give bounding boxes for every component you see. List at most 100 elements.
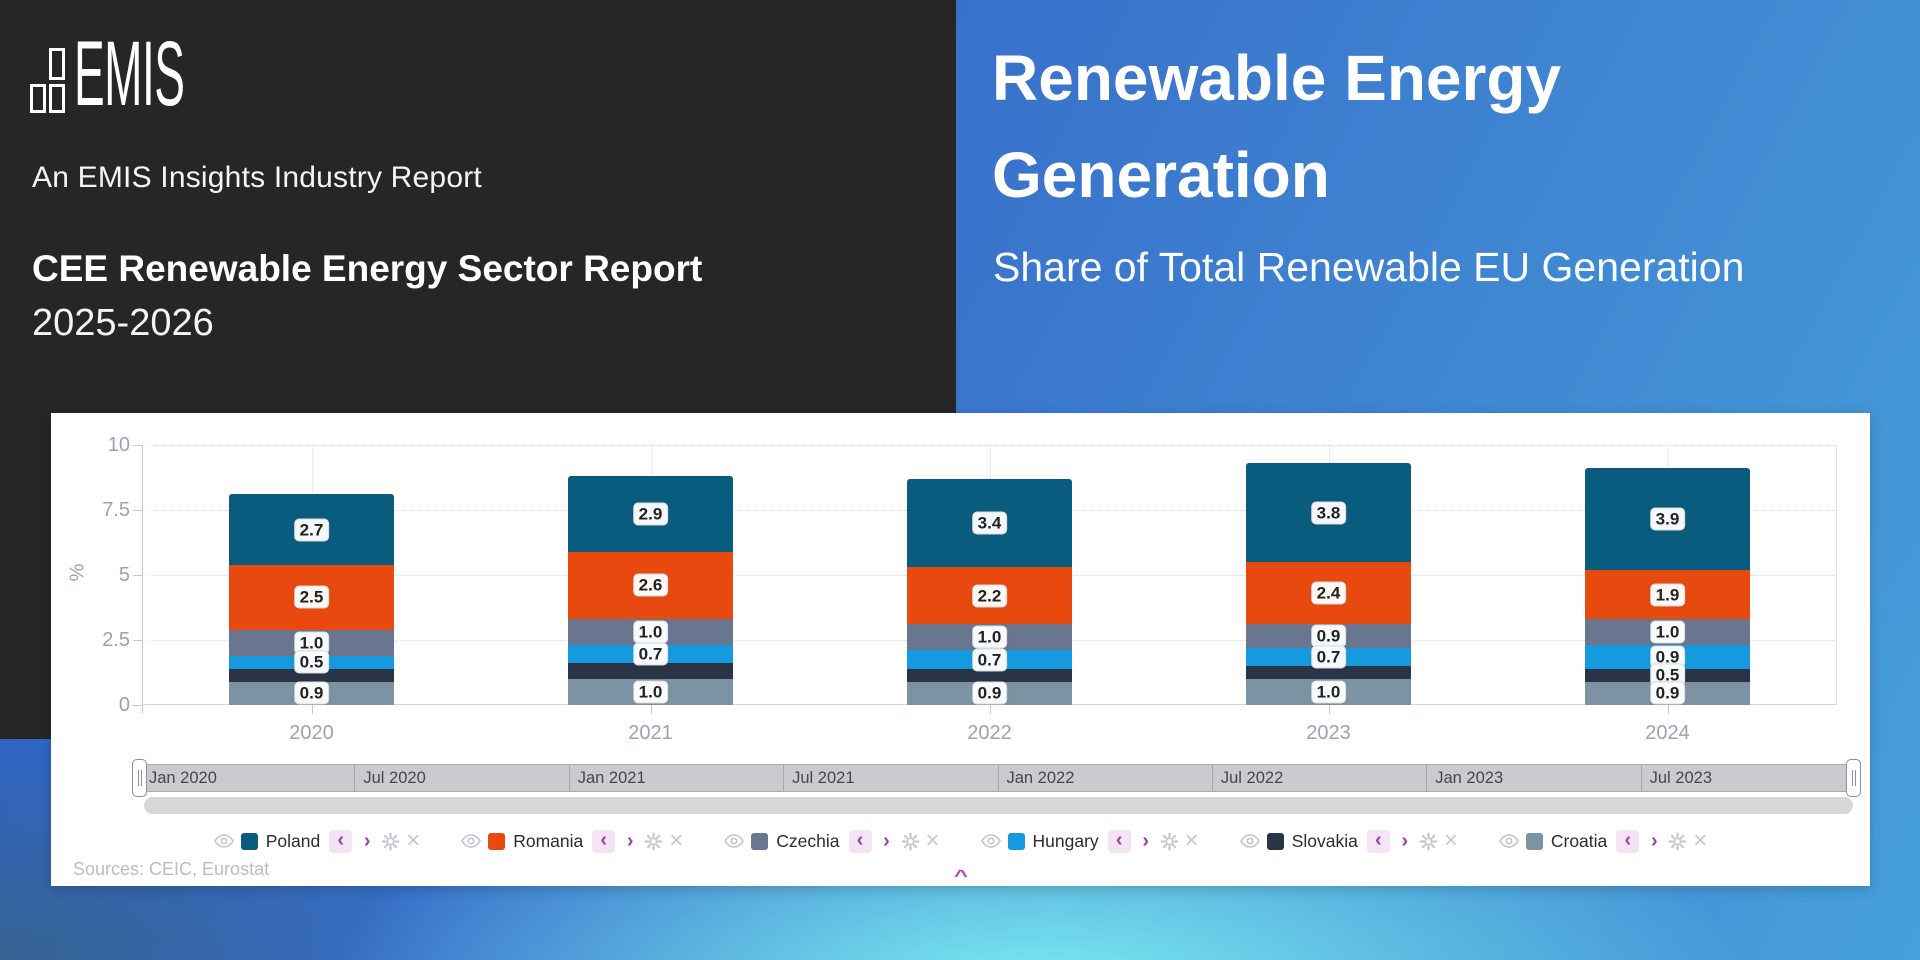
bar-segment-poland-2022[interactable]: 3.4 <box>907 478 1072 568</box>
timeline-label-jan-2023[interactable]: Jan 2023 <box>1426 765 1640 791</box>
legend-swatch-croatia <box>1525 832 1543 850</box>
segment-value-label: 3.8 <box>1310 501 1347 525</box>
move-back-button-romania[interactable]: ‹ <box>592 829 616 853</box>
move-back-button-poland[interactable]: ‹ <box>329 829 353 853</box>
bar-segment-croatia-2020[interactable]: 0.9 <box>229 681 394 705</box>
y-tick <box>133 445 142 446</box>
bar-segment-slovakia-2024[interactable]: 0.5 <box>1585 663 1750 687</box>
legend-item-hungary: Hungary ‹ › × <box>980 827 1199 855</box>
y-tick-label: 10 <box>107 434 130 456</box>
timeline-label-jul-2023[interactable]: Jul 2023 <box>1640 765 1855 791</box>
move-back-button-slovakia[interactable]: ‹ <box>1366 829 1390 853</box>
y-tick <box>133 640 142 641</box>
bar-segment-poland-2020[interactable]: 2.7 <box>229 494 394 565</box>
bar-segment-hungary-2023[interactable]: 0.7 <box>1246 645 1411 669</box>
move-forward-button-romania[interactable]: › <box>626 829 634 852</box>
remove-series-icon-romania[interactable]: × <box>669 827 684 854</box>
bar-segment-slovakia-2023[interactable] <box>1246 666 1411 679</box>
segment-value-label: 2.7 <box>293 518 330 542</box>
move-back-button-czechia[interactable]: ‹ <box>848 829 872 853</box>
timeline-right-handle[interactable] <box>1846 759 1861 797</box>
stacked-bar-2022[interactable]: 3.4 2.2 1.0 0.7 0.9 <box>907 478 1072 705</box>
timeline-label-jul-2022[interactable]: Jul 2022 <box>1211 765 1426 791</box>
legend-item-croatia: Croatia ‹ › × <box>1498 827 1708 855</box>
bar-segment-poland-2023[interactable]: 3.8 <box>1246 463 1411 563</box>
remove-series-icon-poland[interactable]: × <box>406 827 421 854</box>
visibility-eye-icon-romania[interactable] <box>461 834 482 848</box>
visibility-eye-icon-czechia[interactable] <box>724 834 745 848</box>
settings-gear-icon-poland[interactable] <box>381 832 400 851</box>
page-subtitle: Share of Total Renewable EU Generation <box>993 244 1745 290</box>
remove-series-icon-slovakia[interactable]: × <box>1443 827 1458 854</box>
move-forward-button-slovakia[interactable]: › <box>1401 829 1409 852</box>
logo-square-tall <box>49 48 65 80</box>
bar-segment-poland-2021[interactable]: 2.9 <box>568 476 733 552</box>
move-back-button-hungary[interactable]: ‹ <box>1107 829 1131 853</box>
timeline-label-jan-2022[interactable]: Jan 2022 <box>997 765 1212 791</box>
bar-segment-slovakia-2022[interactable] <box>907 668 1072 682</box>
bar-segment-hungary-2021[interactable]: 0.7 <box>568 642 733 666</box>
bar-segment-romania-2021[interactable]: 2.6 <box>568 551 733 620</box>
legend-swatch-hungary <box>1007 832 1025 850</box>
bar-segment-hungary-2022[interactable]: 0.7 <box>907 648 1072 672</box>
bar-segment-czechia-2024[interactable]: 1.0 <box>1585 619 1750 646</box>
bar-segment-croatia-2023[interactable]: 1.0 <box>1246 679 1411 705</box>
remove-series-icon-hungary[interactable]: × <box>1184 827 1199 854</box>
timeline-label-jul-2021[interactable]: Jul 2021 <box>783 765 997 791</box>
timeline-scrollbar[interactable] <box>144 797 1853 814</box>
move-forward-button-hungary[interactable]: › <box>1142 829 1149 852</box>
segment-value-label: 2.5 <box>293 585 330 609</box>
stacked-bar-2024[interactable]: 3.9 1.9 1.0 0.9 0.5 0.9 <box>1585 468 1750 705</box>
segment-value-label: 0.9 <box>1649 681 1686 705</box>
bar-segment-croatia-2021[interactable]: 1.0 <box>568 679 733 705</box>
bar-segment-croatia-2024[interactable]: 0.9 <box>1585 681 1750 705</box>
move-back-button-croatia[interactable]: ‹ <box>1616 829 1640 853</box>
settings-gear-icon-hungary[interactable] <box>1160 832 1179 851</box>
bar-segment-czechia-2021[interactable]: 1.0 <box>568 619 733 646</box>
settings-gear-icon-czechia[interactable] <box>901 832 920 851</box>
visibility-eye-icon-hungary[interactable] <box>980 834 1001 848</box>
visibility-eye-icon-croatia[interactable] <box>1498 834 1519 848</box>
bar-segment-hungary-2020[interactable]: 0.5 <box>229 650 394 674</box>
collapse-chevron-icon[interactable]: ^ <box>953 866 968 885</box>
segment-value-label: 0.7 <box>1310 645 1347 669</box>
segment-value-label: 1.9 <box>1649 583 1686 607</box>
segment-value-label: 1.0 <box>971 625 1008 649</box>
remove-series-icon-czechia[interactable]: × <box>925 827 940 854</box>
timeline-label-jan-2021[interactable]: Jan 2021 <box>568 765 783 791</box>
settings-gear-icon-croatia[interactable] <box>1668 832 1687 851</box>
timeline-left-handle[interactable] <box>132 759 147 797</box>
bar-segment-slovakia-2020[interactable] <box>229 668 394 682</box>
segment-value-label: 1.0 <box>1310 680 1347 704</box>
bar-segment-romania-2020[interactable]: 2.5 <box>229 564 394 630</box>
bar-segment-czechia-2023[interactable]: 0.9 <box>1246 624 1411 648</box>
visibility-eye-icon-poland[interactable] <box>213 834 234 848</box>
segment-value-label: 0.5 <box>293 650 330 674</box>
bar-segment-romania-2023[interactable]: 2.4 <box>1246 562 1411 625</box>
bar-segment-poland-2024[interactable]: 3.9 <box>1585 468 1750 570</box>
bar-segment-slovakia-2021[interactable] <box>568 663 733 679</box>
x-axis-label-2020: 2020 <box>289 722 334 744</box>
visibility-eye-icon-slovakia[interactable] <box>1239 834 1260 848</box>
timeline-label-jul-2020[interactable]: Jul 2020 <box>354 765 568 791</box>
move-forward-button-czechia[interactable]: › <box>883 829 890 852</box>
settings-gear-icon-slovakia[interactable] <box>1419 832 1438 851</box>
legend-item-poland: Poland ‹ › × <box>213 827 421 855</box>
settings-gear-icon-romania[interactable] <box>644 832 663 851</box>
x-tick <box>311 705 313 714</box>
bar-segment-romania-2022[interactable]: 2.2 <box>907 567 1072 625</box>
segment-value-label: 0.5 <box>1649 663 1686 687</box>
chart-panel: % 2.7 2.5 1.0 0.5 0.9 2.9 2.6 1.0 0.7 1.0 3.4 2.2 1.… <box>51 413 1870 886</box>
remove-series-icon-croatia[interactable]: × <box>1693 827 1708 854</box>
stacked-bar-2020[interactable]: 2.7 2.5 1.0 0.5 0.9 <box>229 494 394 705</box>
bar-segment-czechia-2022[interactable]: 1.0 <box>907 624 1072 651</box>
x-axis-label-2024: 2024 <box>1645 722 1690 744</box>
stacked-bar-2021[interactable]: 2.9 2.6 1.0 0.7 1.0 <box>568 476 733 705</box>
timeline-scrubber-track[interactable]: Jan 2020 Jul 2020 Jan 2021 Jul 2021 Jan 2022… <box>140 764 1856 792</box>
stacked-bar-2023[interactable]: 3.8 2.4 0.9 0.7 1.0 <box>1246 463 1411 705</box>
bar-segment-croatia-2022[interactable]: 0.9 <box>907 681 1072 705</box>
bar-segment-romania-2024[interactable]: 1.9 <box>1585 569 1750 620</box>
move-forward-button-croatia[interactable]: › <box>1650 829 1658 852</box>
move-forward-button-poland[interactable]: › <box>363 829 371 852</box>
timeline-label-jan-2020[interactable]: Jan 2020 <box>149 769 217 787</box>
